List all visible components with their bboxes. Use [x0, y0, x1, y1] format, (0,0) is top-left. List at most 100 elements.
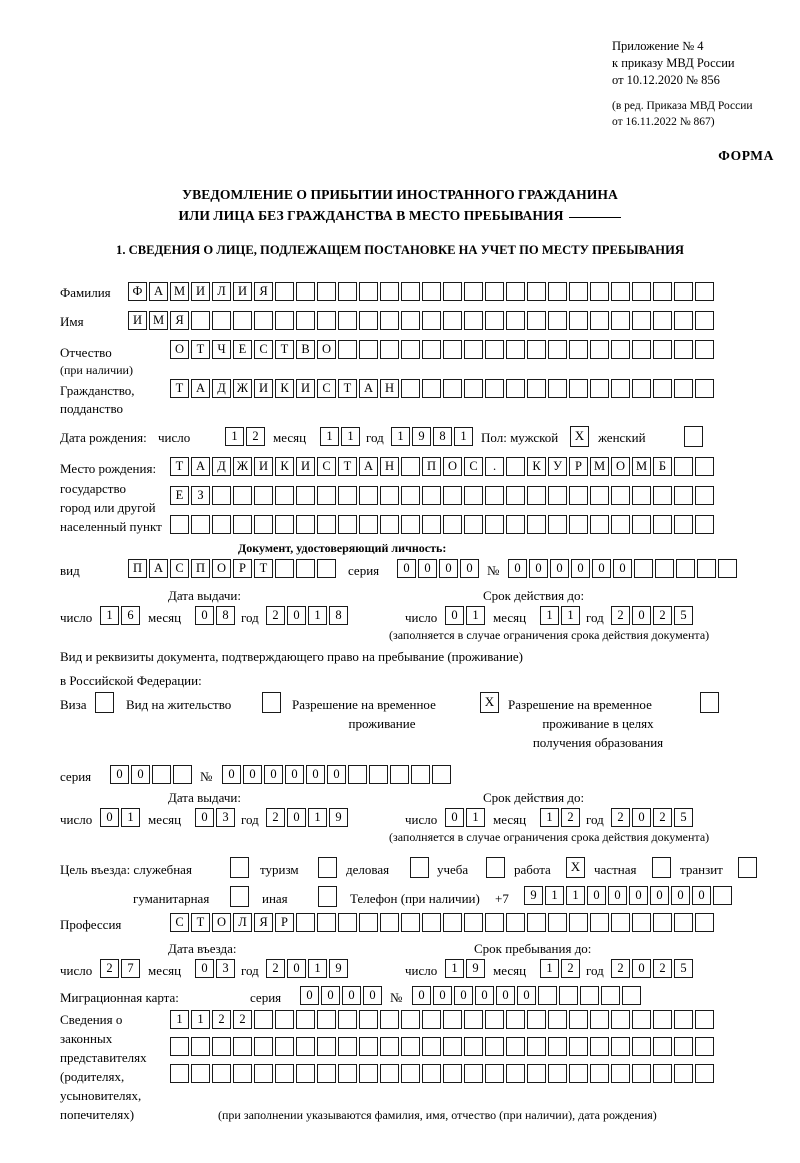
cell[interactable] [655, 559, 674, 578]
cell[interactable]: Ч [212, 340, 231, 359]
purpose-official-checkbox[interactable] [230, 857, 249, 878]
cell[interactable]: А [359, 457, 378, 476]
cell[interactable] [233, 515, 252, 534]
cell[interactable] [380, 515, 399, 534]
cell[interactable] [485, 1037, 504, 1056]
cell[interactable]: К [275, 457, 294, 476]
cell[interactable] [506, 486, 525, 505]
cell[interactable]: О [212, 559, 231, 578]
cell[interactable] [380, 311, 399, 330]
cell[interactable] [569, 311, 588, 330]
cell[interactable] [296, 559, 315, 578]
cell[interactable]: 1 [540, 808, 559, 827]
cell[interactable] [464, 1064, 483, 1083]
cell[interactable]: 9 [329, 959, 348, 978]
cell[interactable]: 0 [571, 559, 590, 578]
cell[interactable] [443, 913, 462, 932]
cell[interactable] [590, 486, 609, 505]
cell[interactable] [590, 340, 609, 359]
cell[interactable]: 0 [439, 559, 458, 578]
cell[interactable]: 1 [540, 959, 559, 978]
cell[interactable]: Т [191, 913, 210, 932]
cell[interactable] [485, 515, 504, 534]
cell[interactable]: А [191, 457, 210, 476]
cell[interactable]: 0 [321, 986, 340, 1005]
cell[interactable]: 1 [545, 886, 564, 905]
cell[interactable]: 0 [287, 606, 306, 625]
cell[interactable]: 0 [287, 959, 306, 978]
cell[interactable] [611, 1010, 630, 1029]
cell[interactable] [674, 1037, 693, 1056]
cell[interactable]: 0 [222, 765, 241, 784]
cell[interactable]: 1 [391, 427, 410, 446]
cell[interactable] [275, 282, 294, 301]
cell[interactable]: 0 [100, 808, 119, 827]
cell[interactable] [580, 986, 599, 1005]
cell[interactable] [191, 515, 210, 534]
cell[interactable]: 0 [587, 886, 606, 905]
temp-residence-checkbox[interactable]: X [480, 692, 499, 713]
cell[interactable] [296, 486, 315, 505]
cell[interactable] [390, 765, 409, 784]
cell[interactable] [611, 515, 630, 534]
cell[interactable]: 0 [496, 986, 515, 1005]
cell[interactable] [506, 282, 525, 301]
cell[interactable]: 0 [131, 765, 150, 784]
cell[interactable] [653, 515, 672, 534]
cell[interactable] [359, 282, 378, 301]
cell[interactable] [338, 1010, 357, 1029]
cell[interactable] [359, 913, 378, 932]
cell[interactable] [527, 311, 546, 330]
birthplace-input-row-3[interactable] [170, 515, 714, 534]
cell[interactable] [506, 457, 525, 476]
cell[interactable]: 0 [418, 559, 437, 578]
cell[interactable] [380, 1010, 399, 1029]
cell[interactable] [622, 986, 641, 1005]
cell[interactable]: 0 [475, 986, 494, 1005]
cell[interactable] [296, 913, 315, 932]
cell[interactable]: 1 [540, 606, 559, 625]
cell[interactable] [632, 1064, 651, 1083]
cell[interactable] [611, 340, 630, 359]
cell[interactable]: Д [212, 379, 231, 398]
cell[interactable] [632, 486, 651, 505]
cell[interactable]: 0 [264, 765, 283, 784]
cell[interactable] [590, 1010, 609, 1029]
cell[interactable]: 0 [433, 986, 452, 1005]
cell[interactable] [506, 515, 525, 534]
purpose-business-checkbox[interactable] [410, 857, 429, 878]
cell[interactable]: 9 [412, 427, 431, 446]
cell[interactable] [443, 1037, 462, 1056]
cell[interactable] [359, 1064, 378, 1083]
cell[interactable]: Е [170, 486, 189, 505]
cell[interactable] [296, 515, 315, 534]
cell[interactable]: Р [275, 913, 294, 932]
cell[interactable] [359, 1010, 378, 1029]
cell[interactable] [464, 515, 483, 534]
cell[interactable]: 9 [524, 886, 543, 905]
cell[interactable]: У [548, 457, 567, 476]
cell[interactable] [527, 1010, 546, 1029]
cell[interactable] [548, 913, 567, 932]
cell[interactable]: П [128, 559, 147, 578]
cell[interactable] [317, 559, 336, 578]
cell[interactable]: 1 [170, 1010, 189, 1029]
cell[interactable] [443, 486, 462, 505]
cell[interactable]: Т [254, 559, 273, 578]
cell[interactable]: 0 [632, 808, 651, 827]
cell[interactable] [464, 1010, 483, 1029]
cell[interactable] [380, 282, 399, 301]
cell[interactable] [653, 913, 672, 932]
cell[interactable]: И [296, 457, 315, 476]
cell[interactable]: Ф [128, 282, 147, 301]
cell[interactable]: 1 [308, 606, 327, 625]
cell[interactable] [443, 1064, 462, 1083]
cell[interactable]: 0 [517, 986, 536, 1005]
cell[interactable] [632, 913, 651, 932]
cell[interactable] [233, 486, 252, 505]
